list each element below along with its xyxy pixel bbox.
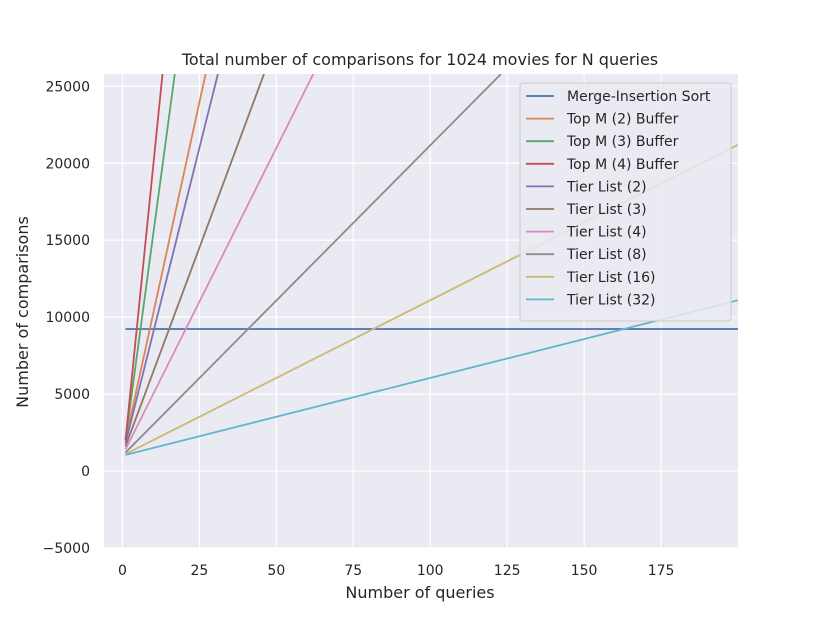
x-axis: 0 25 50 75 100 125 150 175	[118, 563, 674, 579]
legend-label: Tier List (3)	[566, 202, 647, 218]
series-line	[124, 74, 219, 444]
y-tick-label: 10000	[45, 310, 90, 326]
legend-label: Top M (2) Buffer	[566, 112, 679, 128]
series-line	[124, 74, 265, 447]
legend-box	[519, 82, 732, 322]
x-axis-title: Number of queries	[345, 583, 494, 602]
legend: Merge-Insertion Sort Top M (2) Buffer Top …	[519, 82, 732, 322]
y-tick-label: 5000	[54, 387, 90, 403]
series-line	[124, 74, 207, 441]
legend-label: Tier List (8)	[566, 247, 647, 263]
y-tick-label: 15000	[45, 233, 90, 249]
x-tick-label: 150	[571, 563, 598, 579]
y-axis-title: Number of comparisons	[13, 216, 32, 408]
y-tick-label: 20000	[45, 156, 90, 172]
legend-label: Tier List (2)	[566, 179, 647, 195]
x-tick-label: 0	[118, 563, 127, 579]
y-tick-label: −5000	[43, 541, 90, 557]
chart-title: Total number of comparisons for 1024 mov…	[181, 50, 658, 69]
series-line	[124, 74, 502, 454]
legend-label: Tier List (16)	[566, 270, 656, 286]
legend-label: Top M (3) Buffer	[566, 134, 679, 150]
series-line	[124, 74, 176, 441]
series-line	[124, 74, 315, 450]
x-tick-label: 75	[344, 563, 362, 579]
legend-label: Tier List (4)	[566, 225, 647, 241]
x-tick-label: 125	[494, 563, 521, 579]
legend-label: Top M (4) Buffer	[566, 157, 679, 173]
x-tick-label: 100	[417, 563, 444, 579]
x-tick-label: 175	[648, 563, 675, 579]
y-tick-label: 25000	[45, 79, 90, 95]
legend-label: Tier List (32)	[566, 292, 656, 308]
y-axis: −5000 0 5000 10000 15000 20000 25000	[43, 79, 90, 557]
y-tick-label: 0	[81, 464, 90, 480]
x-tick-label: 50	[267, 563, 285, 579]
series-line	[124, 74, 164, 441]
legend-label: Merge-Insertion Sort	[567, 89, 711, 105]
x-tick-label: 25	[190, 563, 208, 579]
series-line	[125, 299, 738, 456]
